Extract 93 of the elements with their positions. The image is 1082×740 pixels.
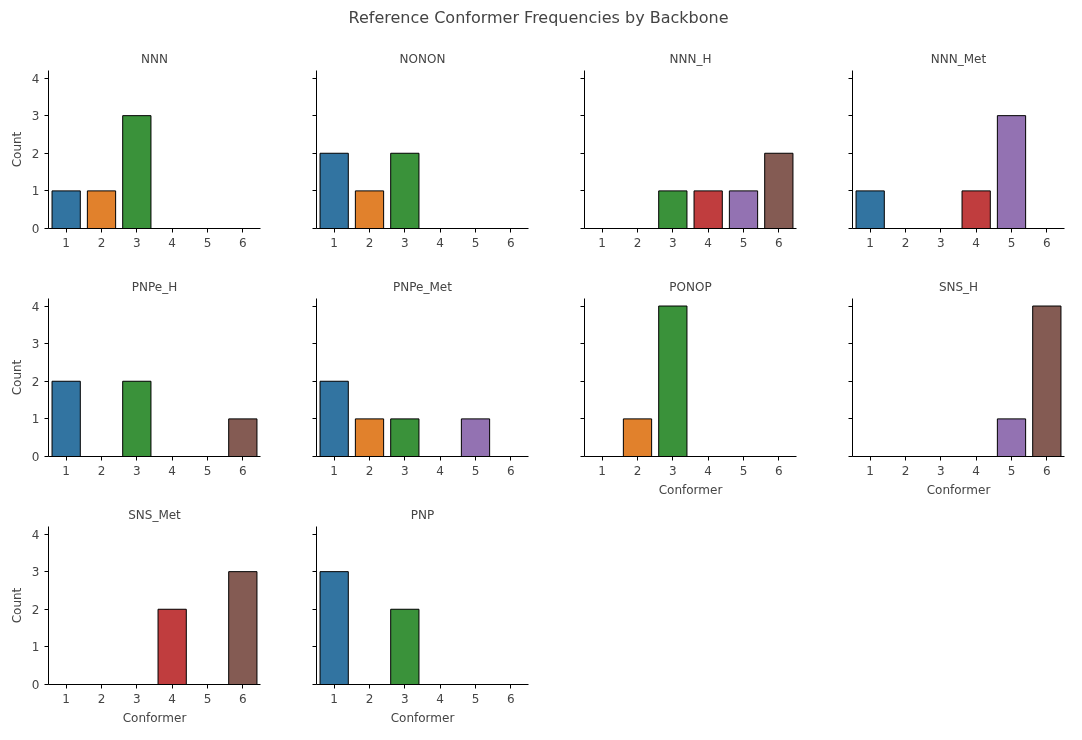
x-tick-label: 3: [669, 463, 677, 478]
x-tick-label: 3: [937, 463, 945, 478]
x-tick-label: 4: [436, 235, 444, 250]
x-axis-title: Conformer: [390, 710, 455, 725]
y-axis-title: Count: [9, 131, 24, 168]
x-tick-label: 6: [239, 463, 247, 478]
y-tick-label: 0: [31, 222, 40, 236]
x-tick-label: 2: [97, 463, 106, 478]
y-tick-label: 0: [31, 450, 40, 464]
chart-title: NNN: [141, 51, 168, 66]
chart-title: NNN_Met: [930, 51, 987, 66]
x-tick-label: 2: [97, 691, 106, 706]
x-tick-label: 2: [365, 463, 374, 478]
y-tick-label: 1: [31, 184, 40, 199]
x-axis-title: Conformer: [658, 482, 723, 497]
chart-title: SNS_H: [938, 279, 979, 294]
x-tick-label: 5: [203, 235, 212, 250]
x-tick-label: 5: [471, 463, 480, 478]
x-tick-label: 2: [633, 235, 642, 250]
chart-title: NONON: [399, 51, 446, 66]
x-axis-title: Conformer: [122, 710, 187, 725]
chart-title: PNP: [410, 507, 435, 522]
y-tick-label: 4: [31, 527, 40, 542]
x-tick-label: 4: [168, 463, 176, 478]
x-tick-label: 3: [401, 691, 409, 706]
x-tick-label: 3: [133, 235, 141, 250]
x-tick-label: 4: [436, 691, 444, 706]
x-tick-label: 3: [401, 235, 409, 250]
y-tick-label: 2: [31, 374, 40, 389]
x-tick-label: 1: [330, 235, 338, 250]
x-tick-label: 6: [507, 691, 515, 706]
y-tick-label: 3: [31, 565, 40, 580]
x-tick-label: 4: [704, 235, 712, 250]
x-tick-label: 3: [133, 691, 141, 706]
y-tick-label: 1: [31, 412, 40, 427]
x-tick-label: 4: [972, 463, 980, 478]
chart-title: SNS_Met: [128, 507, 182, 522]
x-tick-label: 1: [866, 235, 874, 250]
chart-title: PNPe_H: [131, 279, 178, 294]
x-tick-label: 1: [330, 463, 338, 478]
x-tick-label: 6: [239, 235, 247, 250]
x-tick-label: 6: [1043, 235, 1051, 250]
x-tick-label: 5: [1007, 235, 1016, 250]
x-tick-label: 1: [598, 463, 606, 478]
x-tick-label: 2: [633, 463, 642, 478]
y-tick-label: 3: [31, 337, 40, 352]
x-tick-label: 2: [901, 463, 910, 478]
x-tick-label: 1: [598, 235, 606, 250]
x-tick-label: 3: [401, 463, 409, 478]
chart-title: PNPe_Met: [393, 279, 453, 294]
x-tick-label: 4: [704, 463, 712, 478]
y-axis-title: Count: [9, 359, 24, 396]
x-tick-label: 5: [203, 463, 212, 478]
y-tick-label: 4: [31, 71, 40, 86]
x-tick-label: 6: [775, 463, 783, 478]
x-tick-label: 1: [62, 235, 70, 250]
x-tick-label: 5: [739, 235, 748, 250]
x-tick-label: 2: [365, 691, 374, 706]
y-tick-label: 3: [31, 109, 40, 124]
x-tick-label: 3: [669, 235, 677, 250]
chart-title: NNN_H: [669, 51, 712, 66]
y-tick-label: 0: [31, 678, 40, 692]
y-tick-label: 2: [31, 146, 40, 161]
x-tick-label: 4: [436, 463, 444, 478]
x-tick-label: 4: [168, 235, 176, 250]
x-tick-label: 6: [1043, 463, 1051, 478]
x-tick-label: 1: [866, 463, 874, 478]
y-tick-label: 1: [31, 640, 40, 655]
x-tick-label: 5: [1007, 463, 1016, 478]
x-tick-label: 4: [168, 691, 176, 706]
x-tick-label: 6: [507, 463, 515, 478]
x-tick-label: 3: [937, 235, 945, 250]
text: Reference Conformer Frequencies by Backbone: [348, 7, 729, 27]
y-axis-title: Count: [9, 587, 24, 624]
x-tick-label: 2: [901, 235, 910, 250]
x-tick-label: 6: [507, 235, 515, 250]
x-tick-label: 6: [239, 691, 247, 706]
y-tick-label: 2: [31, 602, 40, 617]
y-tick-label: 4: [31, 299, 40, 314]
x-tick-label: 1: [62, 463, 70, 478]
x-tick-label: 5: [471, 235, 480, 250]
x-tick-label: 4: [972, 235, 980, 250]
x-tick-label: 2: [365, 235, 374, 250]
x-tick-label: 3: [133, 463, 141, 478]
x-tick-label: 6: [775, 235, 783, 250]
chart-title: PONOP: [669, 279, 712, 294]
x-tick-label: 5: [471, 691, 480, 706]
x-axis-title: Conformer: [926, 482, 991, 497]
x-tick-label: 1: [330, 691, 338, 706]
x-tick-label: 5: [739, 463, 748, 478]
x-tick-label: 5: [203, 691, 212, 706]
x-tick-label: 2: [97, 235, 106, 250]
x-tick-label: 1: [62, 691, 70, 706]
